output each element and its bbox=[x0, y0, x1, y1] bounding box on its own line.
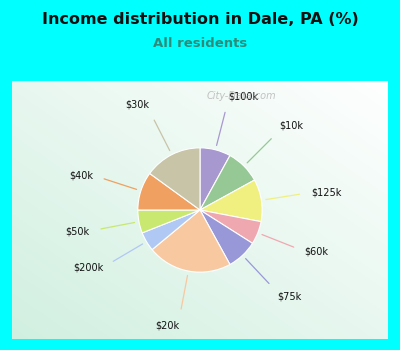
Text: $30k: $30k bbox=[125, 100, 149, 110]
Text: $40k: $40k bbox=[69, 170, 93, 180]
Text: All residents: All residents bbox=[153, 37, 247, 50]
Text: $75k: $75k bbox=[277, 292, 301, 302]
Wedge shape bbox=[200, 155, 254, 210]
Wedge shape bbox=[138, 174, 200, 210]
Wedge shape bbox=[200, 148, 230, 210]
Text: $10k: $10k bbox=[279, 121, 303, 131]
Wedge shape bbox=[150, 148, 200, 210]
Wedge shape bbox=[142, 210, 200, 250]
Text: $125k: $125k bbox=[311, 188, 341, 197]
Wedge shape bbox=[200, 210, 252, 265]
Text: $50k: $50k bbox=[66, 226, 90, 236]
Text: $100k: $100k bbox=[228, 91, 258, 101]
Text: $60k: $60k bbox=[304, 246, 328, 256]
Wedge shape bbox=[200, 210, 261, 243]
Text: City-Data.com: City-Data.com bbox=[206, 91, 276, 101]
Text: Income distribution in Dale, PA (%): Income distribution in Dale, PA (%) bbox=[42, 12, 358, 27]
Wedge shape bbox=[152, 210, 230, 272]
Text: $20k: $20k bbox=[155, 320, 179, 330]
Wedge shape bbox=[200, 180, 262, 222]
Wedge shape bbox=[138, 210, 200, 233]
Text: $200k: $200k bbox=[73, 262, 103, 272]
